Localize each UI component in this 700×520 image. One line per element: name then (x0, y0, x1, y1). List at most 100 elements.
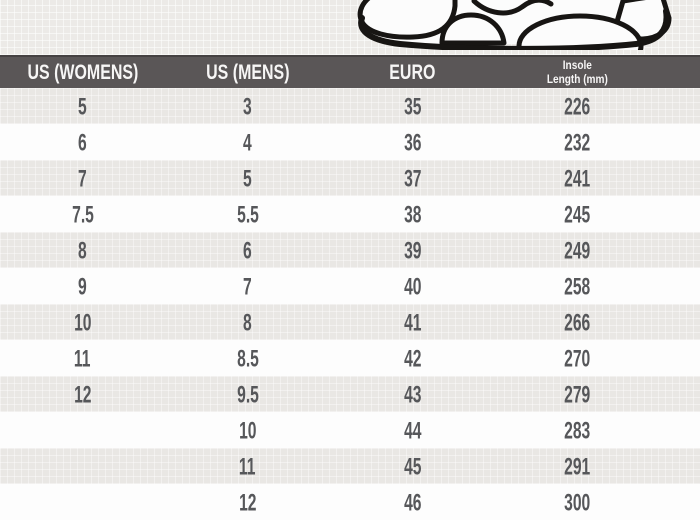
table-cell: 7 (0, 160, 165, 196)
table-cell: 10 (0, 304, 165, 340)
table-cell (0, 484, 165, 520)
cell-value: 9.5 (236, 379, 259, 407)
table-cell: 5.5 (165, 196, 330, 232)
table-cell: 9 (0, 268, 165, 304)
table-cell: 4 (165, 124, 330, 160)
cell-value: 11 (74, 343, 91, 371)
table-cell: 36 (330, 124, 495, 160)
table-row: 7.5 5.5 38 245 (0, 196, 700, 232)
cell-value: 8 (78, 235, 87, 263)
table-cell: 7.5 (0, 196, 165, 232)
cell-value: 270 (564, 343, 591, 371)
table-cell: 291 (495, 448, 660, 484)
column-header-euro: EURO (330, 60, 495, 85)
column-header-us-mens: US (MENS) (165, 60, 330, 85)
cell-value: 249 (564, 235, 591, 263)
cell-value: 12 (73, 379, 92, 407)
cell-value: 291 (564, 451, 591, 479)
table-row: 8 6 39 249 (0, 232, 700, 268)
cell-value: 40 (403, 271, 422, 299)
cell-value: 8 (243, 307, 252, 335)
cell-value: 5 (243, 163, 252, 191)
cell-value: 279 (564, 379, 591, 407)
cell-value: 41 (403, 307, 422, 335)
table-row: 10 44 283 (0, 412, 700, 448)
cell-value: 42 (403, 343, 422, 371)
cell-value: 6 (78, 127, 87, 155)
table-cell: 249 (495, 232, 660, 268)
table-row: 11 8.5 42 270 (0, 340, 700, 376)
table-cell: 11 (165, 448, 330, 484)
table-header-row: US (WOMENS) US (MENS) EURO Insole Length… (0, 55, 700, 88)
cell-value: 300 (564, 487, 591, 515)
cell-value: 7 (78, 163, 87, 191)
cell-value: 10 (73, 307, 92, 335)
cell-value: 43 (403, 379, 422, 407)
table-row: 6 4 36 232 (0, 124, 700, 160)
table-cell: 44 (330, 412, 495, 448)
cell-value: 39 (403, 235, 422, 263)
table-cell: 37 (330, 160, 495, 196)
table-cell: 41 (330, 304, 495, 340)
table-body: 5 3 35 226 6 4 36 232 7 5 37 241 7.5 5.5 38 245 8 6 39 249 9… (0, 88, 700, 520)
cell-value: 226 (564, 91, 591, 119)
table-cell: 39 (330, 232, 495, 268)
table-cell: 9.5 (165, 376, 330, 412)
table-cell: 232 (495, 124, 660, 160)
table-cell: 241 (495, 160, 660, 196)
column-header-label: US (WOMENS) (27, 60, 138, 84)
table-cell (0, 412, 165, 448)
cell-value: 11 (239, 451, 256, 479)
table-cell: 12 (165, 484, 330, 520)
table-cell: 10 (165, 412, 330, 448)
column-header-label: Insole Length (mm) (546, 58, 609, 86)
table-cell: 11 (0, 340, 165, 376)
table-cell: 35 (330, 88, 495, 124)
cell-value: 38 (403, 199, 422, 227)
table-cell (0, 448, 165, 484)
cell-value: 6 (243, 235, 252, 263)
table-cell: 283 (495, 412, 660, 448)
cell-value: 9 (78, 271, 87, 299)
table-cell: 270 (495, 340, 660, 376)
table-cell: 266 (495, 304, 660, 340)
table-cell: 46 (330, 484, 495, 520)
table-cell: 5 (0, 88, 165, 124)
table-cell: 8 (0, 232, 165, 268)
table-row: 5 3 35 226 (0, 88, 700, 124)
cell-value: 3 (243, 91, 252, 119)
table-cell: 45 (330, 448, 495, 484)
cell-value: 37 (403, 163, 422, 191)
table-cell: 38 (330, 196, 495, 232)
table-row: 12 46 300 (0, 484, 700, 520)
table-row: 12 9.5 43 279 (0, 376, 700, 412)
table-row: 10 8 41 266 (0, 304, 700, 340)
banner (0, 0, 700, 55)
table-cell: 300 (495, 484, 660, 520)
column-header-insole-length: Insole Length (mm) (495, 58, 660, 86)
sneaker-icon (357, 0, 672, 50)
table-cell: 226 (495, 88, 660, 124)
cell-value: 7.5 (71, 199, 94, 227)
cell-value: 258 (564, 271, 591, 299)
cell-value: 7 (243, 271, 252, 299)
insole-label-line2: Length (mm) (546, 71, 609, 86)
table-cell: 5 (165, 160, 330, 196)
table-row: 7 5 37 241 (0, 160, 700, 196)
cell-value: 35 (403, 91, 422, 119)
table-cell: 6 (165, 232, 330, 268)
column-header-us-womens: US (WOMENS) (0, 60, 165, 85)
table-cell: 8.5 (165, 340, 330, 376)
column-header-label: EURO (389, 60, 436, 84)
table-cell: 12 (0, 376, 165, 412)
cell-value: 266 (564, 307, 591, 335)
table-cell: 6 (0, 124, 165, 160)
cell-value: 232 (564, 127, 591, 155)
cell-value: 46 (403, 487, 422, 515)
table-row: 9 7 40 258 (0, 268, 700, 304)
cell-value: 283 (564, 415, 591, 443)
table-cell: 40 (330, 268, 495, 304)
table-cell: 7 (165, 268, 330, 304)
cell-value: 8.5 (236, 343, 259, 371)
